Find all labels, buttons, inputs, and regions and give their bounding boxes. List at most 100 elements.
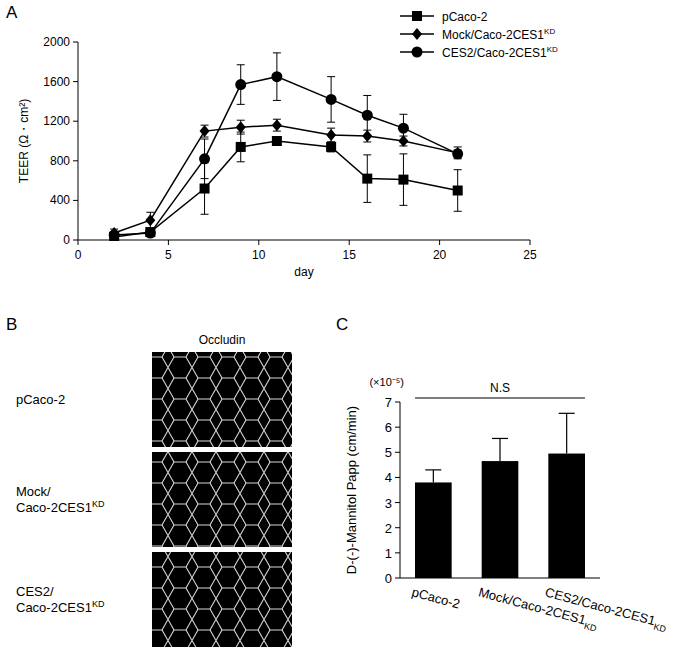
marker xyxy=(200,184,210,194)
x-tick-label: 0 xyxy=(75,248,82,262)
y-tick-label: 400 xyxy=(50,193,70,207)
significance-label: N.S xyxy=(490,381,510,395)
micrograph-cells xyxy=(152,352,292,447)
text-part: pCaco-2 xyxy=(442,10,488,24)
y-axis xyxy=(78,42,79,240)
series-line xyxy=(114,141,458,237)
marker xyxy=(236,142,246,152)
plot xyxy=(109,53,464,241)
bar xyxy=(548,454,585,578)
x-tick-label: 5 xyxy=(165,248,172,262)
x-tick-label: 20 xyxy=(433,248,447,262)
error-bar xyxy=(492,438,508,461)
error-cap xyxy=(273,100,281,101)
marker xyxy=(362,110,373,121)
error-cap xyxy=(237,64,245,65)
error-bar xyxy=(201,125,209,137)
y-tick xyxy=(73,42,78,43)
error-cap xyxy=(454,211,462,212)
y-tick xyxy=(73,121,78,122)
error-bar xyxy=(425,470,441,483)
series-line xyxy=(114,125,458,233)
bar xyxy=(415,482,452,578)
y-tick-label: 800 xyxy=(50,154,70,168)
y-tick-label: 1200 xyxy=(43,114,70,128)
error-cap xyxy=(327,122,335,123)
error-bar xyxy=(273,119,281,131)
axis-multiplier: (×10⁻⁵) xyxy=(369,376,404,388)
axes xyxy=(395,402,600,578)
figure: A04008001200160020000510152025dayTEER (Ω… xyxy=(0,0,677,669)
y-tick xyxy=(73,81,78,82)
y-tick-label: 3 xyxy=(385,496,392,511)
text-part: KD xyxy=(544,27,555,36)
row-label-line: Caco-2CES1KD xyxy=(16,599,105,615)
y-axis xyxy=(400,402,401,578)
y-tick xyxy=(73,160,78,161)
error-bar xyxy=(399,154,407,205)
text-part: Caco-2CES1 xyxy=(16,500,92,515)
y-axis-title-line: D-(-)-Mannitol Papp (cm/min) xyxy=(344,406,359,574)
error-bar xyxy=(559,413,575,453)
row-label: CES2/Caco-2CES1KD xyxy=(16,584,105,615)
error-cap xyxy=(201,178,209,179)
error-cap xyxy=(425,469,441,470)
y-tick-label: 7 xyxy=(385,395,392,410)
legend-marker xyxy=(412,11,422,21)
marker xyxy=(362,174,372,184)
marker xyxy=(199,153,210,164)
y-tick xyxy=(73,200,78,201)
error-cap xyxy=(237,120,245,121)
text-part: CES2/Caco-2CES1 xyxy=(442,46,547,60)
error-cap xyxy=(201,139,209,140)
marker xyxy=(326,129,336,141)
y-tick xyxy=(73,240,78,241)
marker xyxy=(453,186,463,196)
error-cap xyxy=(237,134,245,135)
row-label-line: CES2/ xyxy=(16,584,54,599)
y-tick-label: 2000 xyxy=(43,35,70,49)
error-bar xyxy=(454,170,462,212)
legend-marker xyxy=(412,47,423,58)
marker xyxy=(145,228,156,239)
micrograph-cells xyxy=(152,452,292,547)
x-tick xyxy=(258,240,259,245)
text-part: KD xyxy=(92,499,105,509)
panel-title: Occludin xyxy=(199,333,246,347)
marker xyxy=(200,125,210,137)
axes xyxy=(73,42,530,245)
x-tick xyxy=(439,240,440,245)
marker xyxy=(452,148,463,159)
error-cap xyxy=(399,114,407,115)
marker xyxy=(398,175,408,185)
significance-bracket xyxy=(415,397,585,398)
error-cap xyxy=(559,413,575,414)
error-cap xyxy=(399,205,407,206)
text-part: KD xyxy=(92,599,105,609)
error-stem xyxy=(499,438,500,461)
x-tick-label: Mock/Caco-2CES1KD xyxy=(476,584,600,633)
error-cap xyxy=(327,76,335,77)
row-label-line: pCaco-2 xyxy=(16,392,65,407)
text-part: KD xyxy=(547,45,558,54)
y-tick xyxy=(395,578,400,579)
error-cap xyxy=(363,95,371,96)
x-tick-label: 25 xyxy=(523,248,537,262)
error-cap xyxy=(363,154,371,155)
micrograph xyxy=(152,452,292,547)
marker xyxy=(271,71,282,82)
row-label: pCaco-2 xyxy=(16,392,65,407)
x-tick xyxy=(168,240,169,245)
y-tick xyxy=(395,527,400,528)
text-part: pCaco-2 xyxy=(16,392,65,407)
y-tick-label: 4 xyxy=(385,470,392,485)
error-cap xyxy=(327,128,335,129)
marker xyxy=(236,121,246,133)
x-tick xyxy=(78,240,79,245)
legend-item: Mock/Caco-2CES1KD xyxy=(400,27,555,42)
marker xyxy=(398,135,408,147)
y-axis-title: D-(-)-Mannitol Papp (cm/min) xyxy=(344,406,359,574)
legend-item: pCaco-2 xyxy=(400,10,488,24)
text-part: Caco-2CES1 xyxy=(16,600,92,615)
plot xyxy=(415,413,585,578)
